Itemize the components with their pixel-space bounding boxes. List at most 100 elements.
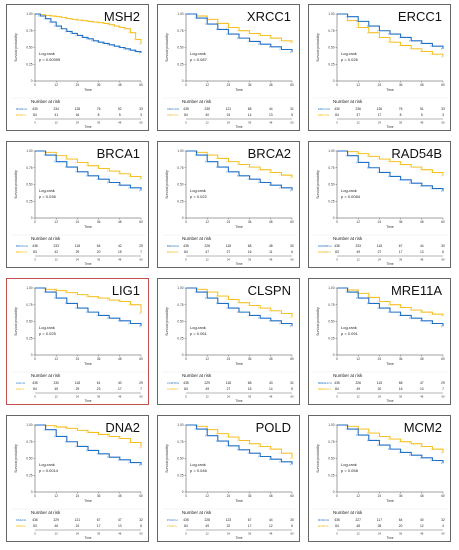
p-value: p = 0.0014	[39, 468, 59, 473]
x-tick-label: 0	[34, 83, 36, 87]
y-tick-label: 1.00	[177, 149, 183, 153]
x-tick-label: 24	[76, 83, 80, 87]
y-tick-label: 0.25	[26, 336, 32, 340]
risk-count: 436	[32, 244, 38, 248]
risk-count: 16	[248, 250, 252, 254]
risk-x-tick-label: 24	[227, 121, 231, 125]
risk-x-tick-label: 24	[378, 532, 382, 536]
x-tick-label: 48	[269, 83, 273, 87]
p-value: p = 0.022	[190, 194, 207, 199]
y-tick-label: 0	[31, 216, 33, 220]
risk-count: 16	[76, 113, 80, 117]
survival-curve-blue	[186, 150, 293, 191]
risk-x-axis-label: Time	[85, 536, 92, 540]
risk-count: 228	[204, 244, 210, 248]
risk-count: 5	[291, 387, 293, 391]
y-axis-label: Survival probability	[14, 307, 18, 336]
logrank-label: Log-rank	[341, 462, 357, 467]
x-tick-label: 12	[205, 357, 209, 361]
x-tick-label: 24	[378, 220, 382, 224]
risk-count: 31	[290, 107, 294, 111]
risk-count: 17	[118, 387, 122, 391]
risk-count: 40	[118, 381, 122, 385]
y-tick-label: 0.50	[177, 46, 183, 50]
x-axis-label: Time	[84, 88, 92, 92]
risk-count: 49	[205, 524, 209, 528]
y-tick-label: 0.50	[26, 320, 32, 324]
y-tick-label: 0.75	[328, 166, 334, 170]
risk-count: 47	[420, 381, 424, 385]
x-tick-label: 36	[248, 494, 252, 498]
logrank-stat: Log-rank p = 0.046	[190, 462, 207, 474]
risk-count: 7	[140, 387, 142, 391]
risk-count: 84	[335, 524, 339, 528]
survival-curve-blue	[337, 13, 444, 49]
km-panel-lig1: 0 0.25 0.50 0.75 1.00 0 12 24 36 48 60 Time Survival…	[6, 278, 149, 405]
survival-curve-yellow	[35, 150, 142, 180]
risk-count: 84	[335, 387, 339, 391]
strata-tag-high: POLD=H	[167, 518, 178, 522]
x-tick-label: 48	[420, 220, 424, 224]
risk-count: 6	[140, 524, 142, 528]
risk-count: 37	[356, 113, 360, 117]
risk-x-tick-label: 12	[206, 395, 210, 399]
risk-count: 3	[140, 113, 142, 117]
risk-x-tick-label: 0	[185, 258, 187, 262]
x-tick-label: 48	[118, 220, 122, 224]
y-tick-label: 0.25	[328, 336, 334, 340]
p-value: p = 0.087	[190, 57, 207, 62]
km-plot-svg: 00.250.500.751.000 12 24 36 48 60TimeSurvival…	[11, 149, 146, 266]
risk-x-tick-label: 12	[357, 121, 361, 125]
risk-table-title: Number at risk	[31, 510, 61, 515]
x-tick-label: 24	[227, 357, 231, 361]
risk-count: 68	[248, 381, 252, 385]
km-plot-svg: 00.250.500.751.000 12 24 36 48 60TimeSurvival…	[313, 286, 448, 403]
risk-count: 10	[420, 387, 424, 391]
risk-x-tick-label: 24	[227, 532, 231, 536]
y-tick-label: 0	[182, 79, 184, 83]
risk-count: 227	[355, 518, 361, 522]
y-axis-label: Survival probability	[316, 444, 320, 473]
risk-x-tick-label: 12	[55, 258, 59, 262]
x-tick-label: 0	[336, 357, 338, 361]
risk-count: 16	[248, 387, 252, 391]
risk-table-title: Number at risk	[182, 99, 212, 104]
risk-count: 12	[420, 524, 424, 528]
logrank-label: Log-rank	[39, 188, 55, 193]
strata-tag-low: DNA2=L	[16, 524, 26, 528]
x-tick-label: 12	[54, 494, 58, 498]
y-tick-label: 1.00	[177, 286, 183, 290]
risk-count: 435	[183, 381, 189, 385]
risk-x-tick-label: 12	[357, 395, 361, 399]
gene-title: POLD	[255, 420, 291, 435]
risk-count: 84	[184, 387, 188, 391]
x-axis-label: Time	[84, 225, 92, 229]
risk-count: 44	[269, 107, 273, 111]
risk-x-tick-label: 12	[357, 532, 361, 536]
x-tick-label: 36	[97, 357, 101, 361]
y-tick-label: 1.00	[177, 12, 183, 16]
risk-count: 12	[269, 524, 273, 528]
risk-x-tick-label: 12	[206, 121, 210, 125]
y-tick-label: 1.00	[328, 423, 334, 427]
km-plot-svg: 00.250.500.751.000 12 24 36 48 60TimeSurvival…	[11, 423, 146, 540]
x-axis-label: Time	[235, 225, 243, 229]
survival-curve-yellow	[35, 13, 142, 45]
strata-tag-high: LIG1=H	[16, 381, 25, 385]
km-panel-mcm2: 0 0.25 0.50 0.75 1.00 0 12 24 36 48 60 Time Survival…	[308, 415, 451, 542]
x-tick-label: 24	[378, 83, 382, 87]
risk-count: 435	[183, 518, 189, 522]
p-value: p = 0.058	[341, 468, 358, 473]
risk-count: 83	[33, 250, 37, 254]
risk-x-tick-label: 24	[76, 532, 80, 536]
risk-x-tick-label: 60	[441, 121, 445, 125]
risk-count: 17	[248, 524, 252, 528]
risk-x-tick-label: 24	[378, 258, 382, 262]
risk-count: 68	[399, 381, 403, 385]
y-tick-label: 0.75	[26, 29, 32, 33]
x-tick-label: 24	[227, 83, 231, 87]
x-tick-label: 36	[97, 494, 101, 498]
risk-count: 7	[140, 250, 142, 254]
y-tick-label: 0.50	[328, 46, 334, 50]
survival-curve-yellow	[337, 13, 444, 57]
